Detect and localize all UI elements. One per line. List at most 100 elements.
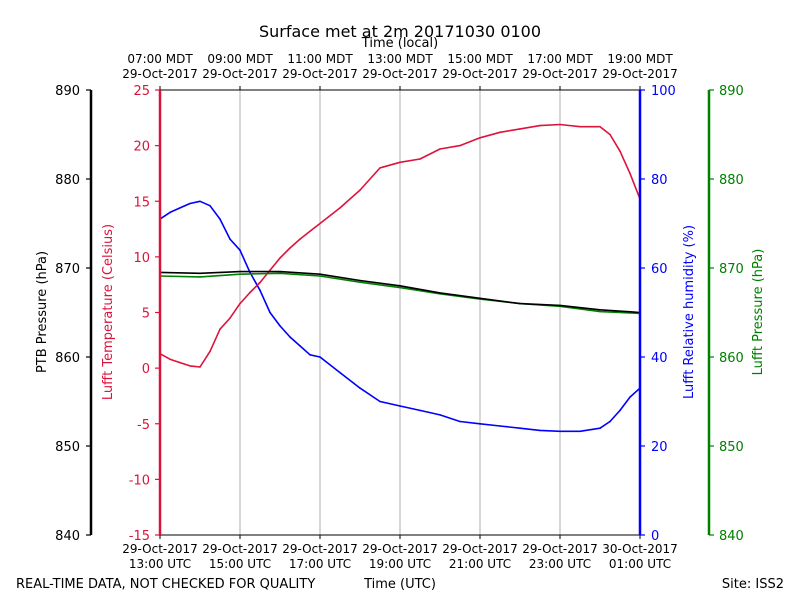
- data-point-lufft-relative-humidity: [609, 420, 611, 423]
- data-point-lufft-temperature: [339, 207, 341, 209]
- data-point-lufft-relative-humidity: [239, 249, 241, 251]
- y-tick-label: -10: [129, 473, 150, 488]
- y-tick-label: 100: [651, 84, 676, 99]
- data-point-lufft-pressure: [199, 276, 201, 278]
- y-tick-label: 40: [651, 351, 668, 366]
- bottom-tick-label: 15:00 UTC: [209, 557, 271, 571]
- data-point-lufft-temperature: [229, 317, 231, 319]
- data-point-lufft-relative-humidity: [199, 200, 201, 203]
- bottom-tick-label: 21:00 UTC: [449, 557, 511, 571]
- site-label: Site: ISS2: [722, 577, 784, 592]
- data-point-lufft-temperature: [209, 350, 211, 353]
- data-point-lufft-relative-humidity: [359, 387, 361, 389]
- top-axis-label: Time (local): [361, 36, 438, 51]
- data-point-lufft-pressure: [319, 275, 321, 277]
- y-tick-label: 25: [133, 84, 150, 99]
- data-point-lufft-relative-humidity: [629, 396, 631, 398]
- data-point-lufft-relative-humidity: [379, 400, 381, 403]
- data-point-lufft-temperature: [459, 144, 461, 147]
- data-point-ptb-pressure: [559, 304, 561, 307]
- data-point-lufft-temperature: [269, 269, 271, 272]
- y-tick-label: 15: [133, 195, 150, 210]
- data-point-lufft-temperature: [619, 150, 621, 152]
- y-tick-label: 10: [133, 251, 150, 266]
- bottom-tick-label: 30-Oct-2017: [602, 542, 678, 556]
- data-point-lufft-temperature: [559, 123, 561, 126]
- bottom-axis-label: Time (UTC): [363, 577, 436, 592]
- data-point-lufft-relative-humidity: [599, 427, 601, 430]
- top-tick-label: 29-Oct-2017: [362, 67, 438, 81]
- data-point-lufft-relative-humidity: [479, 423, 481, 425]
- data-point-lufft-relative-humidity: [519, 427, 521, 430]
- bottom-tick-label: 29-Oct-2017: [442, 542, 518, 556]
- bottom-tick-label: 17:00 UTC: [289, 557, 351, 571]
- y-tick-label: 60: [651, 262, 668, 277]
- y-tick-label: 880: [719, 173, 744, 188]
- data-point-lufft-temperature: [279, 257, 281, 259]
- data-point-lufft-temperature: [479, 137, 481, 139]
- data-point-lufft-pressure: [399, 286, 401, 289]
- data-point-lufft-temperature: [379, 167, 381, 169]
- data-point-ptb-pressure: [239, 270, 241, 273]
- data-point-lufft-temperature: [239, 302, 241, 305]
- data-point-lufft-relative-humidity: [459, 420, 461, 423]
- y-tick-label: 5: [142, 307, 150, 322]
- data-point-lufft-relative-humidity: [309, 354, 311, 356]
- data-point-lufft-relative-humidity: [299, 345, 301, 347]
- data-point-lufft-temperature: [189, 365, 191, 367]
- data-point-lufft-temperature: [359, 189, 361, 191]
- data-point-ptb-pressure: [359, 279, 361, 282]
- y-tick-label: -15: [129, 529, 150, 544]
- temperature-axis-label: Lufft Temperature (Celsius): [101, 224, 116, 400]
- bottom-tick-label: 29-Oct-2017: [522, 542, 598, 556]
- data-point-lufft-temperature: [599, 125, 601, 128]
- data-point-lufft-temperature: [199, 366, 201, 368]
- data-point-lufft-temperature: [309, 230, 311, 233]
- bottom-tick-label: 01:00 UTC: [609, 557, 671, 571]
- data-point-lufft-relative-humidity: [319, 356, 321, 358]
- data-point-ptb-pressure: [439, 292, 441, 294]
- y-tick-label: 880: [55, 173, 80, 188]
- y-tick-label: 0: [142, 362, 150, 377]
- humidity-axis-label: Lufft Relative humidity (%): [682, 225, 697, 399]
- y-tick-label: 870: [719, 262, 744, 277]
- data-point-lufft-temperature: [259, 281, 261, 284]
- y-tick-label: 850: [55, 440, 80, 455]
- data-point-lufft-temperature: [629, 172, 631, 175]
- data-point-ptb-pressure: [519, 302, 521, 305]
- top-tick-label: 19:00 MDT: [607, 52, 673, 66]
- data-point-ptb-pressure: [599, 309, 601, 311]
- y-tick-label: 80: [651, 173, 668, 188]
- y-tick-label: -5: [137, 418, 150, 433]
- quality-disclaimer: REAL-TIME DATA, NOT CHECKED FOR QUALITY: [16, 577, 315, 592]
- bottom-tick-label: 29-Oct-2017: [282, 542, 358, 556]
- data-point-lufft-relative-humidity: [439, 414, 441, 416]
- data-point-lufft-temperature: [169, 358, 171, 361]
- y-tick-label: 860: [719, 351, 744, 366]
- data-point-lufft-temperature: [179, 361, 181, 364]
- data-point-lufft-temperature: [399, 161, 401, 164]
- data-point-lufft-temperature: [439, 148, 441, 150]
- data-point-ptb-pressure: [279, 270, 281, 273]
- data-point-ptb-pressure: [479, 297, 481, 300]
- data-point-ptb-pressure: [199, 272, 201, 275]
- y-tick-label: 840: [719, 529, 744, 544]
- top-tick-label: 17:00 MDT: [527, 52, 593, 66]
- bottom-tick-label: 29-Oct-2017: [362, 542, 438, 556]
- data-point-lufft-temperature: [299, 238, 301, 240]
- data-point-lufft-temperature: [499, 131, 501, 134]
- data-point-lufft-relative-humidity: [169, 211, 171, 214]
- data-point-lufft-temperature: [519, 128, 521, 130]
- y-tick-label: 840: [55, 529, 80, 544]
- data-point-ptb-pressure: [319, 273, 321, 276]
- data-point-lufft-pressure: [279, 272, 281, 275]
- data-point-lufft-temperature: [219, 328, 221, 331]
- data-point-lufft-temperature: [419, 158, 421, 160]
- ptb-pressure-axis-label: PTB Pressure (hPa): [35, 251, 50, 373]
- top-tick-label: 29-Oct-2017: [282, 67, 358, 81]
- lufft-pressure-axis-label: Lufft Pressure (hPa): [751, 249, 766, 376]
- y-tick-label: 20: [133, 140, 150, 155]
- y-tick-label: 850: [719, 440, 744, 455]
- data-point-lufft-relative-humidity: [269, 311, 271, 314]
